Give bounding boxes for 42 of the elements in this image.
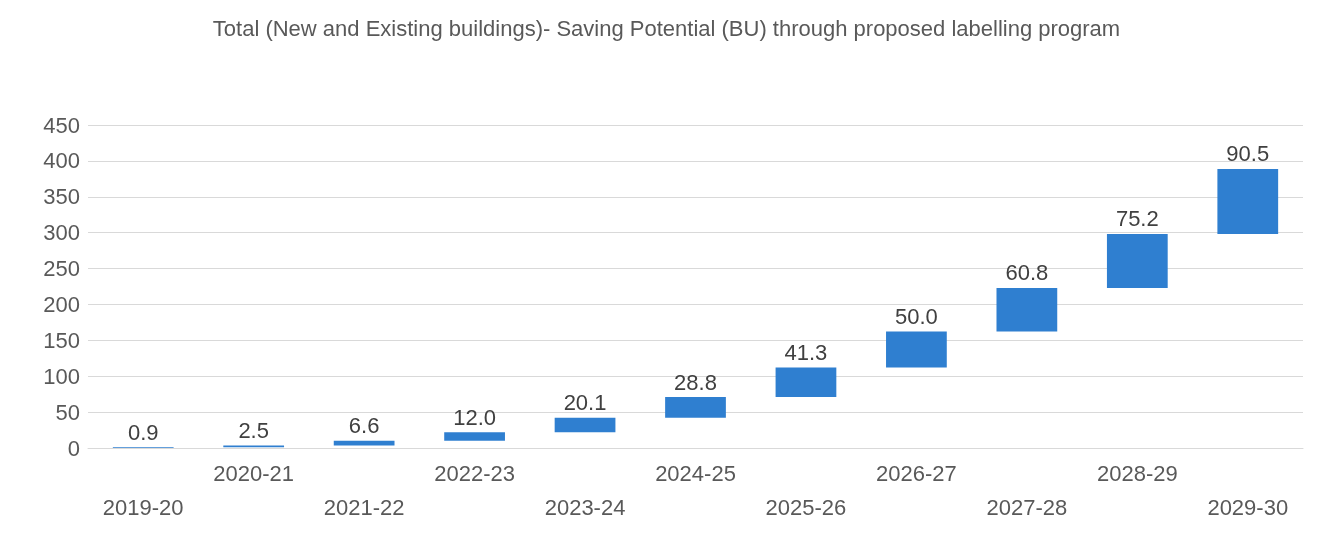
y-tick-label: 100	[43, 363, 80, 389]
bar	[1106, 233, 1168, 288]
x-tick-label: 2020-21	[213, 460, 295, 486]
data-label: 41.3	[784, 339, 828, 365]
bar	[444, 432, 505, 441]
data-label: 75.2	[1115, 206, 1159, 232]
x-tick-label: 2019-20	[102, 494, 184, 520]
x-tick-label: 2027-28	[986, 494, 1068, 520]
x-tick-label: 2024-25	[655, 460, 736, 486]
x-tick-label: 2023-24	[544, 494, 626, 520]
bar	[775, 367, 837, 398]
bar	[665, 397, 726, 418]
y-tick-label: 400	[43, 148, 80, 174]
y-tick-label: 200	[43, 291, 80, 317]
chart-title: Total (New and Existing buildings)- Saving Potential (BU) through proposed labelling program	[212, 15, 1121, 41]
x-tick-label: 2022-23	[434, 460, 515, 486]
y-tick-label: 150	[43, 327, 80, 353]
data-label: 0.9	[127, 419, 159, 445]
data-label: 6.6	[348, 413, 380, 439]
bar	[554, 417, 616, 433]
data-label: 20.1	[563, 390, 607, 416]
x-tick-label: 2026-27	[876, 460, 957, 486]
data-label: 12.0	[453, 404, 496, 430]
bar	[996, 287, 1058, 332]
data-label: 50.0	[895, 304, 938, 330]
data-label: 90.5	[1226, 141, 1270, 167]
y-tick-label: 300	[43, 220, 80, 246]
bar	[333, 440, 395, 446]
x-tick-label: 2028-29	[1096, 460, 1178, 486]
data-label: 2.5	[238, 418, 269, 444]
x-tick-label: 2025-26	[765, 494, 847, 520]
y-tick-label: 250	[43, 256, 80, 282]
bar	[886, 331, 947, 368]
y-tick-label: 0	[67, 435, 80, 461]
x-tick-label: 2029-30	[1207, 494, 1289, 520]
bar	[1217, 169, 1279, 234]
y-tick-label: 50	[55, 399, 80, 425]
y-tick-label: 450	[43, 112, 80, 138]
data-label: 28.8	[674, 369, 717, 395]
x-tick-label: 2021-22	[323, 494, 405, 520]
y-tick-label: 350	[43, 184, 80, 210]
data-label: 60.8	[1005, 260, 1049, 286]
